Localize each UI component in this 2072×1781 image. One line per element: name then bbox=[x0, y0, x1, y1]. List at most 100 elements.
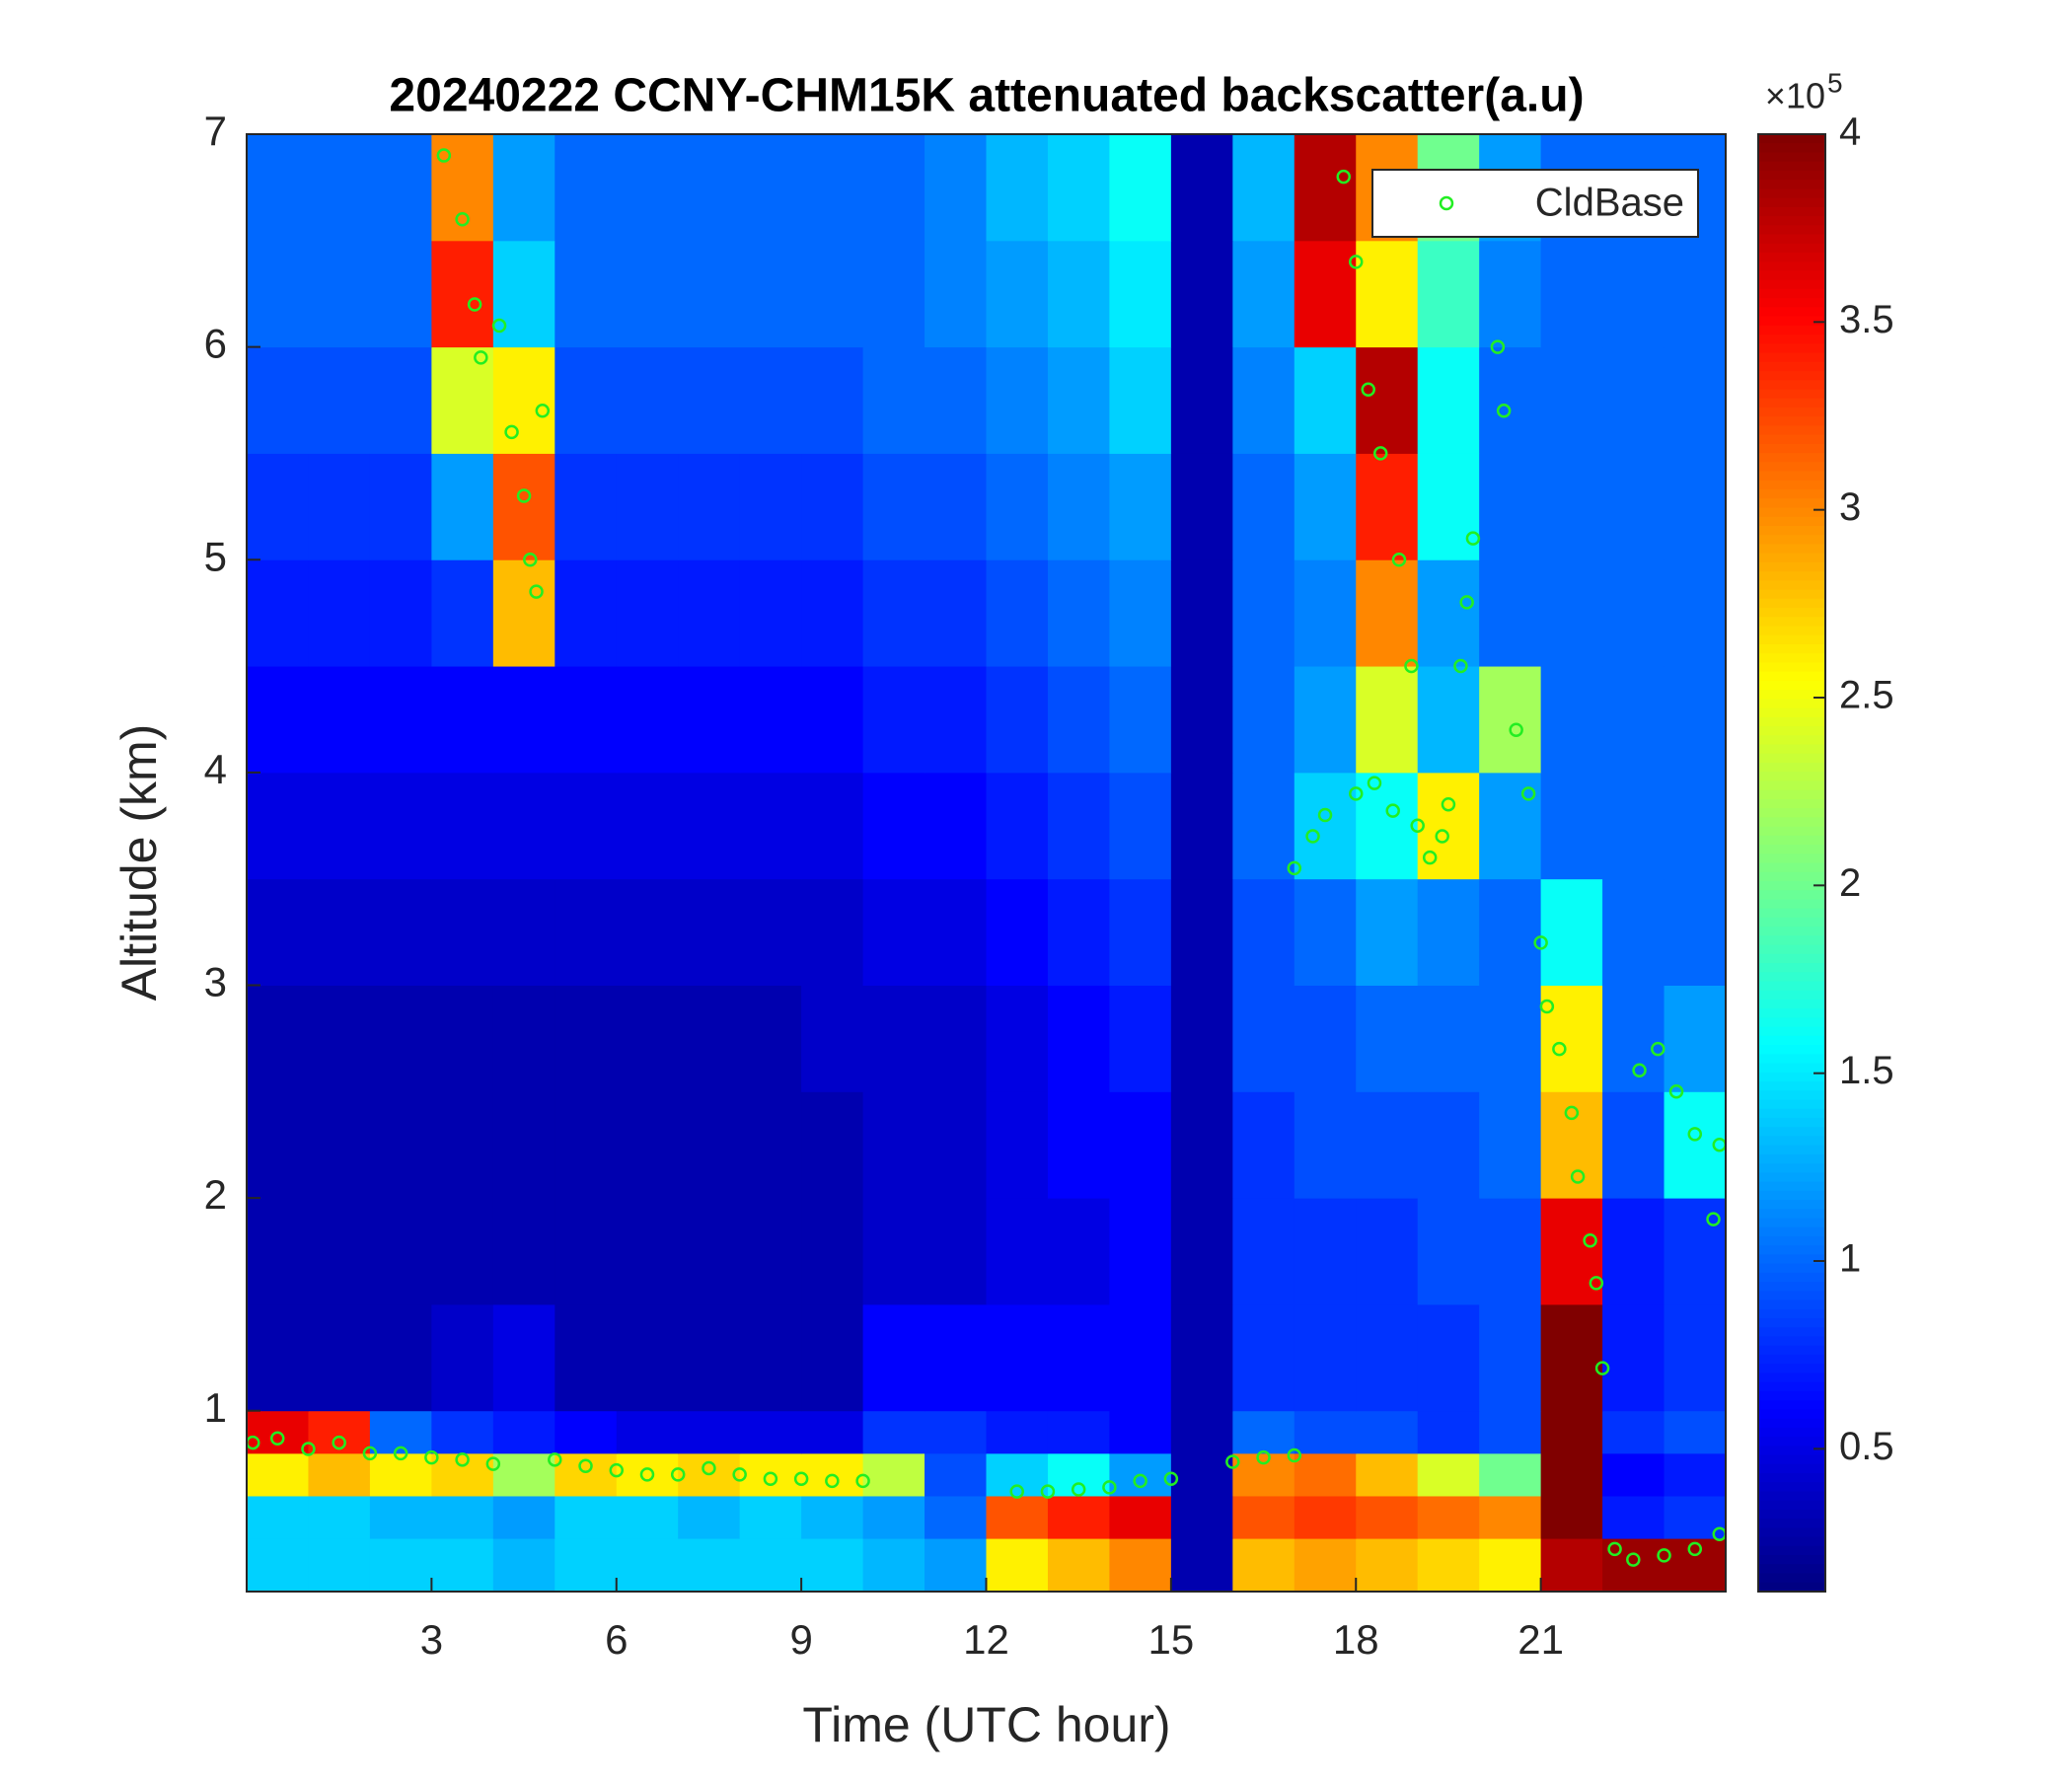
colorbar-segment bbox=[1758, 1108, 1825, 1119]
heatmap-cell bbox=[1109, 346, 1172, 454]
heatmap-cell bbox=[862, 666, 925, 774]
heatmap-cell bbox=[1602, 346, 1665, 454]
heatmap-cell bbox=[862, 1452, 925, 1497]
heatmap-cell bbox=[1417, 1303, 1480, 1412]
heatmap-cell bbox=[247, 134, 309, 242]
cloud-base-point bbox=[1539, 999, 1555, 1014]
heatmap-cell bbox=[1602, 878, 1665, 986]
heatmap-cell bbox=[1417, 240, 1480, 348]
colorbar-segment bbox=[1758, 1190, 1825, 1201]
cloud-base-point bbox=[332, 1435, 346, 1450]
y-axis-label: Altitude (km) bbox=[111, 724, 167, 1002]
heatmap-cell bbox=[1232, 1538, 1295, 1593]
heatmap-cell bbox=[247, 240, 309, 348]
heatmap-cell bbox=[1109, 1495, 1172, 1539]
heatmap-cell bbox=[555, 878, 618, 986]
colorbar-segment bbox=[1758, 225, 1825, 236]
heatmap-cell bbox=[247, 985, 309, 1092]
heatmap-cell bbox=[739, 1303, 802, 1412]
heatmap-cell bbox=[1047, 666, 1110, 774]
heatmap-cell bbox=[1294, 134, 1357, 242]
heatmap-cell bbox=[1356, 453, 1419, 560]
colorbar-segment bbox=[1758, 371, 1825, 382]
heatmap-cell bbox=[369, 134, 432, 242]
heatmap-cell bbox=[616, 134, 679, 242]
heatmap-cell bbox=[616, 346, 679, 454]
heatmap-cell bbox=[1232, 1495, 1295, 1539]
heatmap-cell bbox=[1170, 134, 1233, 242]
colorbar-segment bbox=[1758, 1209, 1825, 1220]
heatmap-cell bbox=[1047, 453, 1110, 560]
heatmap-cell bbox=[862, 1091, 925, 1199]
colorbar-segment bbox=[1758, 716, 1825, 727]
cloud-base-point bbox=[702, 1460, 716, 1476]
heatmap-cell bbox=[801, 1303, 864, 1412]
cloud-base-point bbox=[1594, 1361, 1610, 1375]
heatmap-cell bbox=[555, 453, 618, 560]
heatmap-cell bbox=[862, 985, 925, 1092]
heatmap-cell bbox=[1294, 1198, 1357, 1305]
colorbar-segment bbox=[1758, 917, 1825, 928]
heatmap-cell bbox=[555, 1538, 618, 1593]
heatmap-cell bbox=[1294, 453, 1357, 560]
heatmap-cell bbox=[739, 134, 802, 242]
heatmap-cell bbox=[925, 1495, 987, 1539]
heatmap-cell bbox=[1602, 453, 1665, 560]
colorbar-segment bbox=[1758, 1090, 1825, 1101]
heatmap-cell bbox=[247, 453, 309, 560]
colorbar-segment bbox=[1758, 662, 1825, 673]
cloud-base-point bbox=[1570, 1169, 1586, 1184]
colorbar-segment bbox=[1758, 1072, 1825, 1082]
colorbar-segment bbox=[1758, 1026, 1825, 1037]
heatmap-cell bbox=[1170, 1091, 1233, 1199]
heatmap-cell bbox=[555, 1198, 618, 1305]
heatmap-cell bbox=[1664, 772, 1727, 880]
heatmap-cell bbox=[616, 1091, 679, 1199]
chart-title: 20240222 CCNY-CHM15K attenuated backscat… bbox=[389, 70, 1584, 122]
heatmap-cell bbox=[431, 772, 494, 880]
colorbar-segment bbox=[1758, 626, 1825, 636]
heatmap-cell bbox=[801, 1198, 864, 1305]
colorbar-segment bbox=[1758, 707, 1825, 718]
cloud-base-point bbox=[474, 350, 488, 365]
heatmap-cell bbox=[1170, 666, 1233, 774]
heatmap-cell bbox=[986, 666, 1049, 774]
heatmap-cell bbox=[1232, 878, 1295, 986]
colorbar-segment bbox=[1758, 1527, 1825, 1538]
colorbar-segment bbox=[1758, 927, 1825, 937]
cloud-base-point bbox=[1490, 339, 1506, 354]
colorbar-segment bbox=[1758, 1200, 1825, 1211]
heatmap-cell bbox=[369, 878, 432, 986]
colorbar-segment bbox=[1758, 425, 1825, 436]
cloud-base-point bbox=[1632, 1063, 1647, 1077]
heatmap-cell bbox=[492, 666, 555, 774]
heatmap-cell bbox=[1417, 1410, 1480, 1454]
y-tick-label: 6 bbox=[204, 321, 227, 367]
heatmap-cell bbox=[1417, 1091, 1480, 1199]
heatmap-cell bbox=[308, 878, 371, 986]
heatmap-cell bbox=[1294, 1538, 1357, 1593]
colorbar-segment bbox=[1758, 617, 1825, 628]
heatmap-cell bbox=[1356, 1091, 1419, 1199]
colorbar-segment bbox=[1758, 216, 1825, 227]
cloud-base-point bbox=[1552, 1041, 1567, 1057]
colorbar-segment bbox=[1758, 853, 1825, 864]
heatmap-cell bbox=[1232, 1091, 1295, 1199]
heatmap-cell bbox=[1664, 1538, 1727, 1593]
heatmap-cell bbox=[986, 1303, 1049, 1412]
colorbar-segment bbox=[1758, 261, 1825, 272]
heatmap-cell bbox=[1170, 1198, 1233, 1305]
heatmap-cell bbox=[1664, 559, 1727, 667]
heatmap-cell bbox=[1417, 1452, 1480, 1497]
heatmap-cell bbox=[678, 985, 741, 1092]
cloud-base-point bbox=[269, 1431, 285, 1447]
cloud-base-point bbox=[1583, 1232, 1597, 1248]
colorbar-tick-label: 2 bbox=[1839, 861, 1861, 905]
heatmap-cell bbox=[1109, 1091, 1172, 1199]
heatmap-cell bbox=[1047, 772, 1110, 880]
colorbar-segment bbox=[1758, 643, 1825, 654]
heatmap-cell bbox=[247, 1198, 309, 1305]
colorbar-segment bbox=[1758, 334, 1825, 345]
heatmap-cell bbox=[925, 134, 987, 242]
heatmap-cell bbox=[555, 1495, 618, 1539]
